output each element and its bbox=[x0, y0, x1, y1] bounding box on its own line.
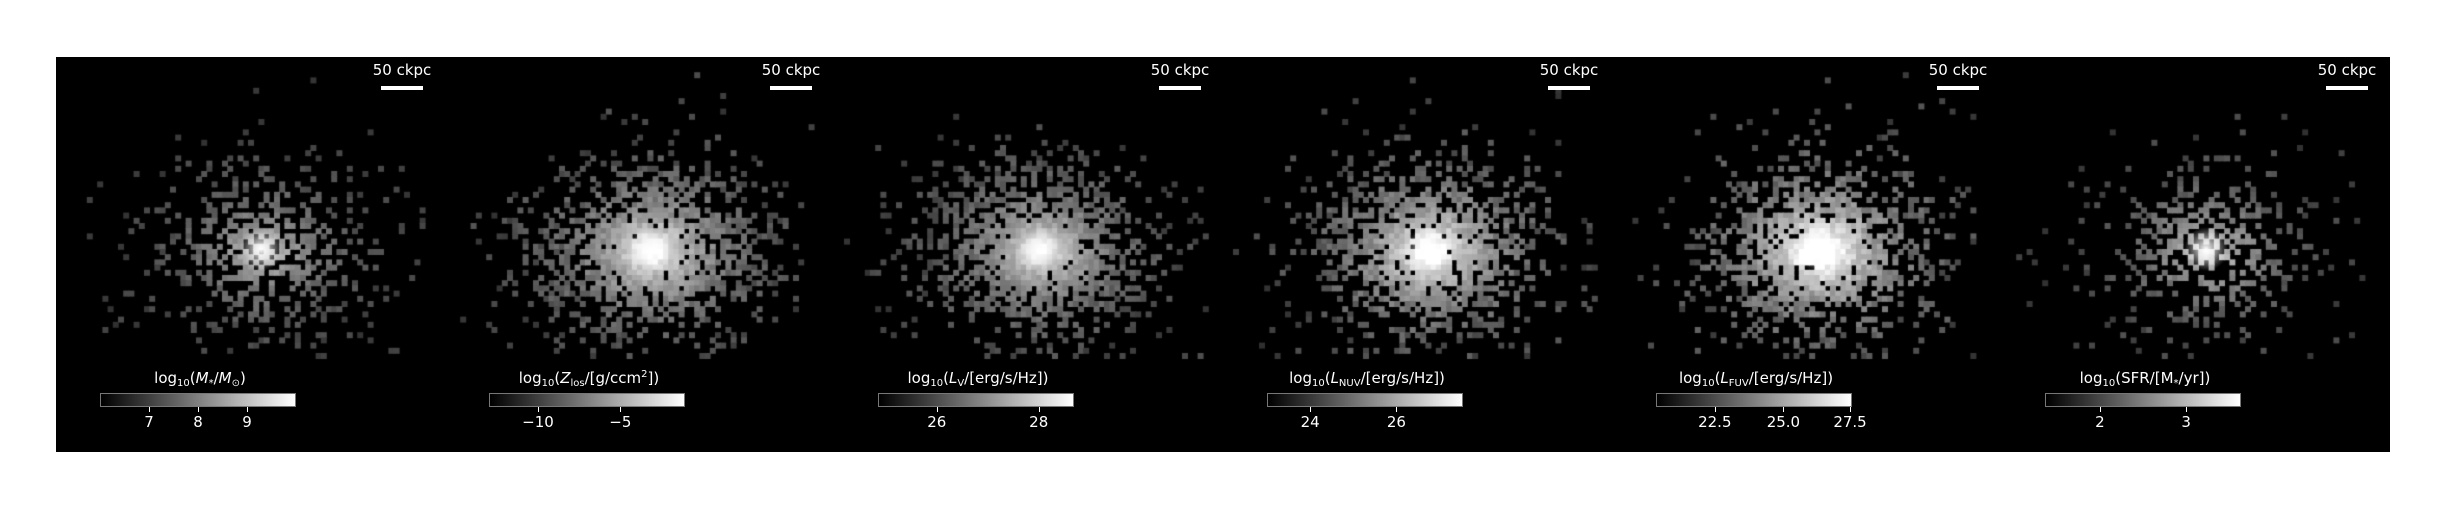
panel-luminosity-fuv: 50 ckpc log10(LFUV/[erg/s/Hz]) 22.5 25.0 2… bbox=[1612, 57, 2001, 452]
colorbar bbox=[1656, 393, 1852, 407]
luminosity-fuv-map bbox=[1612, 57, 2001, 452]
colorbar-tick-label: 2 bbox=[2095, 413, 2105, 431]
colorbar bbox=[489, 393, 685, 407]
panel-sfr: 50 ckpc log10(SFR/[M*/yr]) 2 3 bbox=[2001, 57, 2390, 452]
colorbar-title: log10(Zlos/[g/ccm2]) bbox=[518, 369, 660, 389]
colorbar-tick bbox=[1310, 407, 1312, 412]
scale-bar bbox=[2326, 86, 2368, 90]
colorbar-tick-label: 26 bbox=[927, 413, 947, 431]
colorbar-tick bbox=[620, 407, 622, 412]
colorbar-tick-label: 24 bbox=[1300, 413, 1320, 431]
colorbar-tick-label: 28 bbox=[1029, 413, 1049, 431]
colorbar-title: log10(LNUV/[erg/s/Hz]) bbox=[1289, 369, 1445, 389]
colorbar-tick-label: 26 bbox=[1386, 413, 1406, 431]
scale-bar bbox=[1548, 86, 1590, 90]
luminosity-nuv-map bbox=[1223, 57, 1612, 452]
panel-metallicity: 50 ckpc log10(Zlos/[g/ccm2]) −10 −5 bbox=[445, 57, 834, 452]
colorbar-tick bbox=[149, 407, 150, 412]
scale-bar-label: 50 ckpc bbox=[1539, 61, 1599, 79]
colorbar-tick-label: −5 bbox=[609, 413, 632, 431]
figure-strip: 50 ckpc log10(M*/M⊙) 7 8 9 50 ckpc log10(Z… bbox=[56, 57, 2393, 452]
colorbar-tick bbox=[1850, 407, 1852, 412]
colorbar bbox=[100, 393, 296, 407]
colorbar-tick bbox=[936, 407, 938, 412]
colorbar-title: log10(LV/[erg/s/Hz]) bbox=[907, 369, 1049, 389]
colorbar-tick bbox=[247, 407, 248, 412]
colorbar-title: log10(SFR/[M*/yr]) bbox=[2079, 369, 2211, 389]
colorbar-title: log10(LFUV/[erg/s/Hz]) bbox=[1678, 369, 1834, 389]
scale-bar bbox=[1937, 86, 1979, 90]
colorbar-tick bbox=[2186, 407, 2188, 412]
luminosity-v-map bbox=[834, 57, 1223, 452]
colorbar-tick bbox=[198, 407, 199, 412]
scale-bar-label: 50 ckpc bbox=[372, 61, 432, 79]
colorbar-tick bbox=[1714, 407, 1716, 412]
colorbar-tick bbox=[538, 407, 539, 412]
colorbar-tick-label: 9 bbox=[242, 413, 252, 431]
colorbar-tick bbox=[1038, 407, 1040, 412]
scale-bar-label: 50 ckpc bbox=[2317, 61, 2377, 79]
colorbar-tick-label: 3 bbox=[2181, 413, 2191, 431]
colorbar-tick bbox=[1396, 407, 1398, 412]
metallicity-map bbox=[445, 57, 834, 452]
panel-luminosity-v: 50 ckpc log10(LV/[erg/s/Hz]) 26 28 bbox=[834, 57, 1223, 452]
colorbar-tick-label: −10 bbox=[522, 413, 554, 431]
colorbar-tick-label: 8 bbox=[193, 413, 203, 431]
scale-bar bbox=[381, 86, 423, 90]
scale-bar bbox=[1159, 86, 1201, 90]
scale-bar bbox=[770, 86, 812, 90]
panel-luminosity-nuv: 50 ckpc log10(LNUV/[erg/s/Hz]) 24 26 bbox=[1223, 57, 1612, 452]
colorbar-tick bbox=[1783, 407, 1785, 412]
colorbar-tick-label: 27.5 bbox=[1833, 413, 1867, 431]
scale-bar-label: 50 ckpc bbox=[761, 61, 821, 79]
colorbar-title: log10(M*/M⊙) bbox=[154, 369, 246, 389]
scale-bar-label: 50 ckpc bbox=[1928, 61, 1988, 79]
colorbar-tick-label: 7 bbox=[144, 413, 154, 431]
colorbar-tick-label: 25.0 bbox=[1766, 413, 1801, 431]
colorbar bbox=[2045, 393, 2241, 407]
colorbar-tick-label: 22.5 bbox=[1698, 413, 1732, 431]
colorbar bbox=[1267, 393, 1463, 407]
panel-stellar-mass: 50 ckpc log10(M*/M⊙) 7 8 9 bbox=[56, 57, 445, 452]
stellar-mass-map bbox=[56, 57, 445, 452]
colorbar bbox=[878, 393, 1074, 407]
sfr-map bbox=[2001, 57, 2390, 452]
colorbar-tick bbox=[2099, 407, 2101, 412]
scale-bar-label: 50 ckpc bbox=[1150, 61, 1210, 79]
